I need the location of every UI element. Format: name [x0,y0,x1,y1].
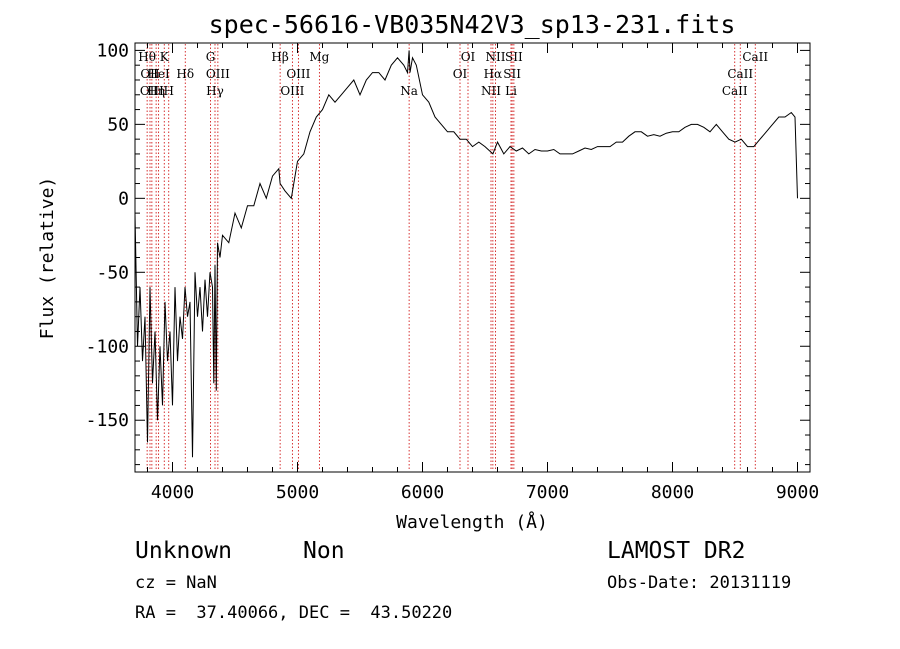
line-label: Hδ [176,67,194,81]
plot-frame [134,42,811,473]
line-label: OIII [286,67,310,81]
ra-dec: RA = 37.40066, DEC = 43.50220 [135,603,453,623]
line-label: K [160,50,170,64]
line-label: H [164,84,174,98]
chart-title: spec-56616-VB035N42V3_sp13-231.fits [209,10,736,39]
line-label: HeI [147,67,170,81]
line-label: OII [140,67,160,81]
line-label: Mg [309,50,329,64]
line-label: NII [481,84,501,98]
line-label: Hα [484,67,503,81]
line-label: OIII [280,84,304,98]
object-subclass: Non [303,538,345,564]
y-tick-label: -100 [86,336,129,357]
line-label: OI [461,50,476,64]
line-labels: HθOIIOIIIHηHeIKHHδGHγOIIIHβOIIIOIIIMgNaO… [138,50,768,98]
y-tick-label: 100 [96,40,129,61]
line-label: Hβ [271,50,288,64]
line-label: CaII [742,50,768,64]
line-label: OI [453,67,468,81]
line-label: Li [505,84,517,98]
x-tick-label: 5000 [276,482,319,503]
x-axis-ticks: 4000 5000 6000 7000 8000 9000 [147,43,819,503]
line-label: Hγ [206,84,224,98]
x-axis-label: Wavelength (Å) [396,511,548,533]
line-label: OIII [140,84,164,98]
x-tick-label: 7000 [526,482,569,503]
y-axis-ticks: 100 50 0 -50 -100 -150 [86,40,810,466]
line-label: CaII [722,84,748,98]
line-markers [146,44,756,471]
y-tick-label: -50 [96,262,129,283]
line-label: G [206,50,216,64]
line-label: Hη [147,84,165,98]
y-tick-label: -150 [86,410,129,431]
y-tick-label: 0 [118,188,129,209]
line-label: CaII [727,67,753,81]
redshift-cz: cz = NaN [135,573,217,593]
y-axis-label: Flux (relative) [37,177,58,340]
line-label: OIII [206,67,230,81]
line-label: SII [503,67,521,81]
line-label: NII [486,50,506,64]
object-class: Unknown [135,538,232,564]
y-tick-label: 50 [107,114,129,135]
survey-name: LAMOST DR2 [607,538,746,564]
x-tick-label: 4000 [151,482,194,503]
line-label: SII [505,50,523,64]
x-tick-label: 8000 [651,482,694,503]
line-label: Hθ [138,50,156,64]
x-tick-label: 6000 [401,482,444,503]
spectrum-line [134,50,798,458]
line-label: Na [400,84,418,98]
obs-date: Obs-Date: 20131119 [607,573,792,593]
x-tick-label: 9000 [776,482,819,503]
